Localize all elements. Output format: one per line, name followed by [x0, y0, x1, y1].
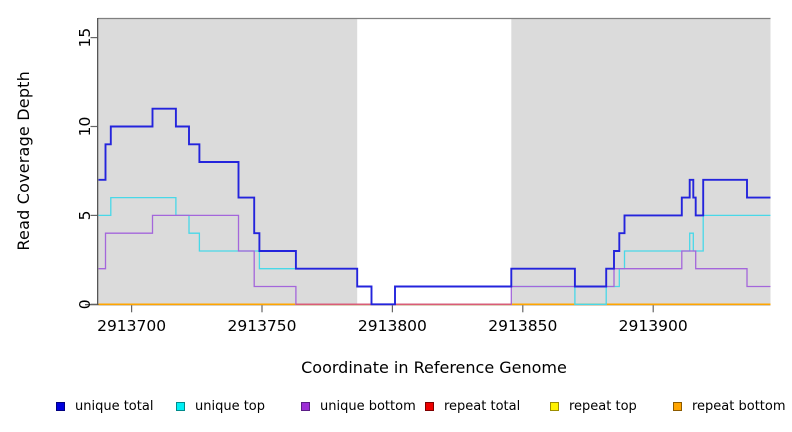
- y-axis-title: Read Coverage Depth: [13, 71, 33, 251]
- x-tick-label: 2913850: [488, 317, 557, 335]
- x-tick-label: 2913750: [227, 317, 296, 335]
- legend-swatch-repeat-bottom: [673, 401, 682, 411]
- legend-label: unique top: [195, 398, 266, 414]
- y-axis-ticks: 0 5 10 15: [76, 28, 98, 309]
- x-tick-label: 2913700: [97, 317, 166, 335]
- y-axis-title-wrap: Read Coverage Depth: [12, 0, 34, 322]
- legend-label: repeat top: [569, 398, 637, 414]
- legend: unique total unique top unique bottom repea…: [0, 397, 792, 417]
- legend-label: unique bottom: [320, 398, 416, 414]
- legend-swatch-unique-bottom: [301, 401, 310, 411]
- y-tick-label: 0: [76, 299, 94, 309]
- legend-item-unique-total: unique total: [56, 397, 153, 415]
- x-axis-ticks: 2913700 2913750 2913800 2913850 2913900: [97, 305, 688, 335]
- legend-label: repeat total: [444, 398, 521, 414]
- legend-item-repeat-bottom: repeat bottom: [673, 397, 786, 415]
- legend-swatch-unique-top: [176, 401, 185, 411]
- legend-swatch-repeat-top: [550, 401, 559, 411]
- shaded-region-right: [511, 18, 771, 306]
- y-tick-label: 15: [76, 28, 94, 48]
- series-unique-total-line: [98, 107, 771, 306]
- legend-label: repeat bottom: [692, 398, 786, 414]
- x-tick-label: 2913900: [619, 317, 688, 335]
- legend-item-unique-bottom: unique bottom: [301, 397, 416, 415]
- x-axis-title: Coordinate in Reference Genome: [301, 358, 567, 377]
- legend-item-repeat-total: repeat total: [425, 397, 520, 415]
- legend-swatch-unique-total: [56, 401, 65, 411]
- y-tick-label: 10: [76, 117, 94, 137]
- legend-item-unique-top: unique top: [176, 397, 265, 415]
- legend-swatch-repeat-total: [425, 401, 434, 411]
- legend-label: unique total: [75, 398, 154, 414]
- legend-item-repeat-top: repeat top: [550, 397, 637, 415]
- x-tick-label: 2913800: [358, 317, 427, 335]
- y-tick-label: 5: [76, 210, 94, 220]
